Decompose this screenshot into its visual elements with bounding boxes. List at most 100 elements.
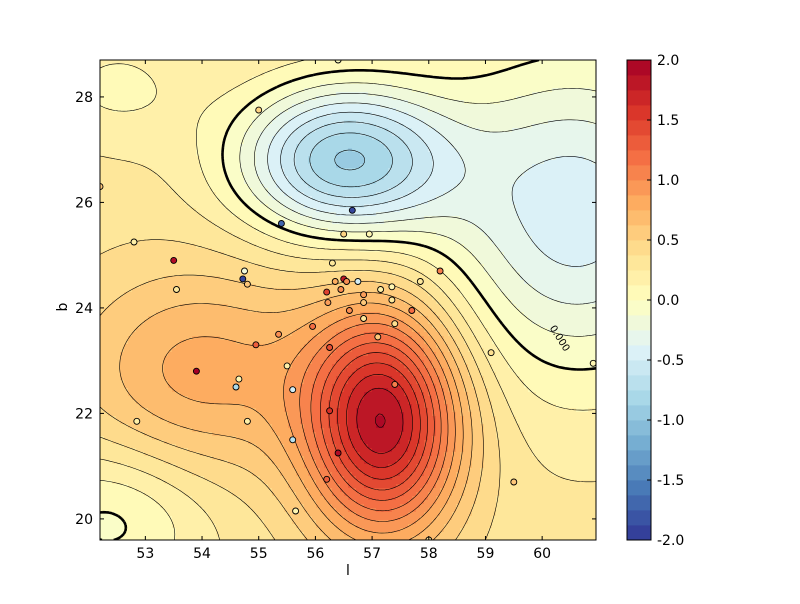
contour-cell: [120, 480, 125, 485]
contour-cell: [164, 512, 169, 517]
contour-cell: [132, 264, 137, 269]
contour-cell: [148, 196, 153, 201]
contour-cell: [108, 280, 113, 285]
contour-fill: [100, 60, 596, 540]
contour-cell: [196, 276, 201, 281]
contour-cell: [244, 260, 249, 265]
contour-cell: [136, 408, 141, 413]
contour-cell: [164, 200, 169, 205]
contour-cell: [180, 328, 185, 333]
contour-cell: [116, 132, 121, 137]
contour-cell: [132, 248, 137, 253]
contour-cell: [156, 324, 161, 329]
contour-cell: [252, 88, 257, 93]
contour-cell: [104, 400, 109, 405]
contour-cell: [120, 168, 125, 173]
contour-cell: [108, 108, 113, 113]
contour-cell: [100, 124, 105, 129]
contour-cell: [120, 188, 125, 193]
contour-cell: [236, 300, 241, 305]
contour-cell: [168, 228, 173, 233]
contour-cell: [200, 436, 205, 441]
contour-cell: [104, 140, 109, 145]
contour-cell: [256, 384, 261, 389]
contour-cell: [256, 220, 261, 225]
contour-cell: [136, 280, 141, 285]
contour-cell: [148, 128, 153, 133]
contour-cell: [220, 492, 225, 497]
contour-cell: [248, 152, 253, 157]
contour-cell: [244, 324, 249, 329]
contour-cell: [212, 524, 217, 529]
contour-cell: [240, 384, 245, 389]
contour-cell: [180, 332, 185, 337]
contour-cell: [100, 516, 105, 521]
contour-cell: [156, 272, 161, 277]
contour-cell: [264, 60, 269, 65]
contour-cell: [252, 68, 257, 73]
contour-cell: [164, 292, 169, 297]
contour-cell: [200, 420, 205, 425]
contour-cell: [156, 348, 161, 353]
contour-cell: [104, 284, 109, 289]
contour-cell: [120, 92, 125, 97]
contour-cell: [100, 320, 105, 325]
contour-cell: [172, 96, 177, 101]
contour-cell: [240, 392, 245, 397]
contour-cell: [144, 176, 149, 181]
contour-cell: [144, 432, 149, 437]
contour-cell: [212, 284, 217, 289]
contour-cell: [180, 108, 185, 113]
contour-cell: [252, 260, 257, 265]
contour-cell: [140, 200, 145, 205]
contour-cell: [156, 172, 161, 177]
contour-cell: [188, 460, 193, 465]
contour-cell: [116, 324, 121, 329]
contour-cell: [144, 456, 149, 461]
contour-cell: [184, 416, 189, 421]
contour-cell: [192, 448, 197, 453]
contour-cell: [144, 408, 149, 413]
contour-cell: [112, 164, 117, 169]
contour-cell: [252, 328, 257, 333]
contour-cell: [188, 100, 193, 105]
contour-cell: [168, 440, 173, 445]
contour-cell: [208, 520, 213, 525]
contour-cell: [192, 248, 197, 253]
contour-cell: [116, 280, 121, 285]
contour-cell: [244, 336, 249, 341]
contour-cell: [128, 448, 133, 453]
contour-cell: [184, 64, 189, 69]
contour-cell: [164, 112, 169, 117]
contour-cell: [148, 508, 153, 513]
contour-cell: [112, 492, 117, 497]
contour-cell: [176, 376, 181, 381]
contour-cell: [232, 396, 237, 401]
contour-cell: [140, 260, 145, 265]
contour-cell: [180, 424, 185, 429]
contour-cell: [224, 512, 229, 517]
contour-cell: [216, 232, 221, 237]
contour-cell: [168, 532, 173, 537]
contour-cell: [196, 132, 201, 137]
contour-cell: [104, 488, 109, 493]
contour-cell: [224, 252, 229, 257]
contour-cell: [104, 196, 109, 201]
contour-cell: [252, 336, 257, 341]
contour-cell: [256, 180, 261, 185]
contour-cell: [112, 268, 117, 273]
contour-cell: [236, 420, 241, 425]
contour-cell: [260, 404, 265, 409]
contour-cell: [152, 352, 157, 357]
contour-cell: [100, 180, 105, 185]
contour-cell: [228, 152, 233, 157]
contour-cell: [116, 476, 121, 481]
contour-cell: [244, 444, 249, 449]
contour-cell: [180, 72, 185, 77]
contour-cell: [208, 492, 213, 497]
contour-cell: [152, 96, 157, 101]
contour-cell: [244, 472, 249, 477]
contour-cell: [160, 484, 165, 489]
contour-cell: [120, 244, 125, 249]
contour-cell: [232, 172, 237, 177]
